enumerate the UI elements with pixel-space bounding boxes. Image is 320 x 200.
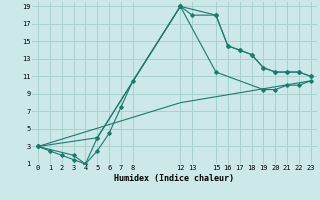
X-axis label: Humidex (Indice chaleur): Humidex (Indice chaleur): [115, 174, 234, 183]
